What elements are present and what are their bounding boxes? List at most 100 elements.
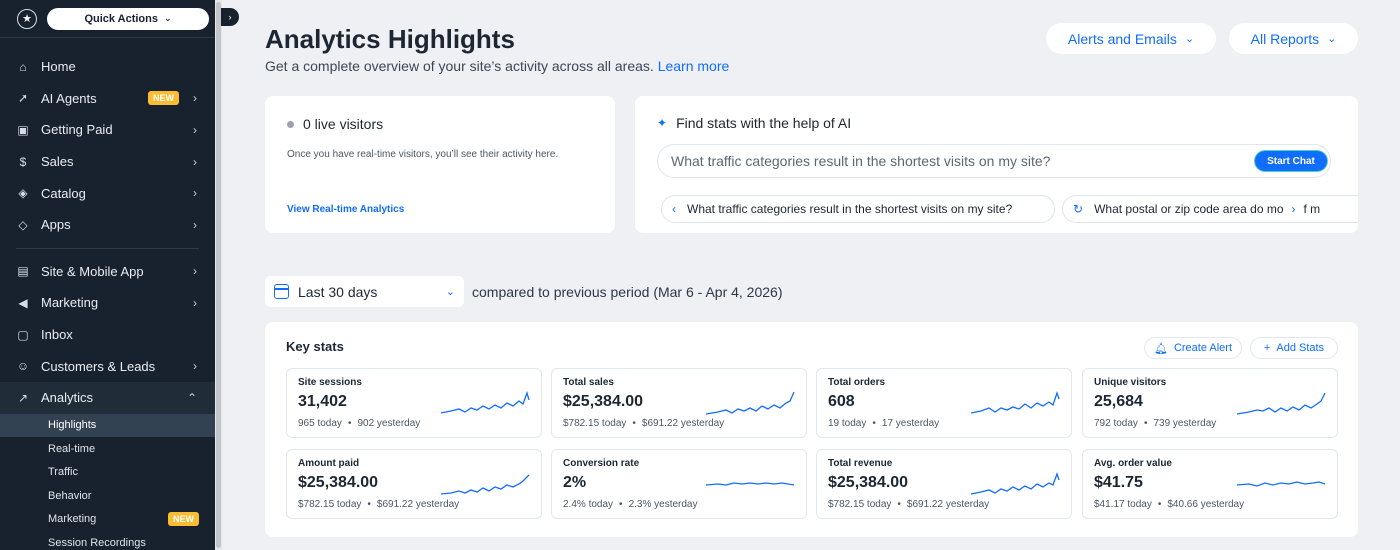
collapse-sidebar-button[interactable]: › <box>221 8 239 26</box>
sidebar: ★ Quick Actions ⌄ ⌂ Home ➚ AI Agents NEW… <box>0 0 215 550</box>
sidebar-item-inbox[interactable]: ▢ Inbox <box>0 319 215 351</box>
stat-tile[interactable]: Total revenue $25,384.00 $782.15 today • $69… <box>816 449 1072 519</box>
sidebar-item-label: Inbox <box>41 327 73 343</box>
sparkline-line <box>441 474 530 495</box>
new-badge: NEW <box>168 512 199 527</box>
sidebar-item-customers-leads[interactable]: ☺ Customers & Leads › <box>0 350 215 382</box>
sparkline-line <box>971 472 1060 495</box>
stat-tile[interactable]: Amount paid $25,384.00 $782.15 today • $691.… <box>286 449 542 519</box>
stat-value: 25,684 <box>1094 393 1143 410</box>
bullet-separator: • <box>632 418 636 429</box>
stat-value: $25,384.00 <box>828 474 909 491</box>
sidebar-scrollbar[interactable] <box>215 0 222 550</box>
new-badge: NEW <box>148 91 179 106</box>
sparkline-chart <box>971 472 1060 495</box>
star-icon[interactable]: ★ <box>17 8 37 29</box>
bullet-separator: • <box>367 499 371 510</box>
inbox-icon: ▢ <box>17 327 29 342</box>
date-range-select[interactable]: Last 30 days ⌄ <box>265 276 464 307</box>
wallet-icon: ▣ <box>17 122 29 137</box>
bullet-separator: • <box>897 499 901 510</box>
ai-suggestion-chip[interactable]: ↻ What postal or zip code area do mo › f… <box>1062 195 1358 223</box>
chevron-up-icon: ⌃ <box>186 390 197 405</box>
bell-icon: 🔔︎ <box>1153 342 1168 355</box>
ai-question-input[interactable]: What traffic categories result in the sh… <box>657 144 1331 178</box>
sidebar-item-label: Customers & Leads <box>41 358 156 374</box>
sparkline-chart <box>441 474 530 495</box>
sidebar-item-marketing[interactable]: ◀ Marketing › <box>0 287 215 319</box>
sidebar-subitem-session-recordings[interactable]: Session Recordings <box>0 531 215 550</box>
sidebar-item-label: Sales <box>41 154 74 170</box>
key-stats-card: Key stats 🔔︎ Create Alert + Add Stats Si… <box>265 322 1358 537</box>
sidebar-nav: ⌂ Home ➚ AI Agents NEW › ▣ Getting Paid … <box>0 38 215 414</box>
home-icon: ⌂ <box>19 59 27 74</box>
stat-today: 965 today <box>298 418 342 429</box>
sidebar-subitem-real-time[interactable]: Real-time <box>0 437 215 461</box>
sidebar-item-sales[interactable]: $ Sales › <box>0 146 215 178</box>
ai-suggestion-chip[interactable]: ‹ What traffic categories result in the … <box>661 195 1055 223</box>
view-realtime-link[interactable]: View Real-time Analytics <box>287 204 405 215</box>
key-stats-title: Key stats <box>286 339 344 354</box>
chevron-right-icon: › <box>193 264 197 279</box>
sparkline-chart <box>706 482 795 486</box>
subtitle-text: Get a complete overview of your site’s a… <box>265 58 654 74</box>
start-chat-button[interactable]: Start Chat <box>1255 151 1327 171</box>
ai-stats-card: ✦ Find stats with the help of AI What tr… <box>635 96 1358 233</box>
page-subtitle: Get a complete overview of your site’s a… <box>265 58 729 74</box>
sidebar-item-apps[interactable]: ◇ Apps › <box>0 209 215 241</box>
add-stats-button[interactable]: + Add Stats <box>1250 337 1338 359</box>
sidebar-subitem-label: Real-time <box>48 442 96 455</box>
sidebar-subitem-traffic[interactable]: Traffic <box>0 461 215 485</box>
stat-tile[interactable]: Conversion rate 2% 2.4% today • 2.3% yesterd… <box>551 449 807 519</box>
alerts-and-emails-label: Alerts and Emails <box>1067 30 1177 47</box>
sidebar-item-label: Site & Mobile App <box>41 263 144 279</box>
customers-icon: ☺ <box>16 359 30 374</box>
sidebar-subitem-behavior[interactable]: Behavior <box>0 484 215 508</box>
stat-yesterday: 739 yesterday <box>1153 418 1217 429</box>
create-alert-button[interactable]: 🔔︎ Create Alert <box>1144 337 1242 359</box>
stat-name: Unique visitors <box>1094 377 1167 388</box>
sidebar-item-catalog[interactable]: ◈ Catalog › <box>0 177 215 209</box>
stat-footer: $782.15 today • $691.22 yesterday <box>563 418 724 429</box>
sidebar-subitem-label: Highlights <box>48 419 97 432</box>
stat-name: Total sales <box>563 377 614 388</box>
sidebar-item-site-mobile-app[interactable]: ▤ Site & Mobile App › <box>0 256 215 288</box>
bullet-separator: • <box>1143 418 1148 429</box>
stat-tile[interactable]: Unique visitors 25,684 792 today • 739 yeste… <box>1082 368 1338 438</box>
sidebar-subitem-label: Behavior <box>48 489 92 502</box>
sidebar-item-getting-paid[interactable]: ▣ Getting Paid › <box>0 114 215 146</box>
status-dot-icon <box>287 120 294 128</box>
sparkline-chart <box>1237 481 1326 487</box>
chevron-left-icon[interactable]: ‹ <box>672 202 676 216</box>
sidebar-subitem-highlights[interactable]: Highlights <box>0 413 215 438</box>
stat-today: 2.4% today <box>563 499 614 510</box>
chevron-right-icon[interactable]: › <box>1291 202 1296 216</box>
sidebar-item-analytics[interactable]: ↗ Analytics ⌃ <box>0 381 215 414</box>
bullet-separator: • <box>872 418 876 429</box>
all-reports-button[interactable]: All Reports ⌄ <box>1229 23 1358 54</box>
sidebar-item-ai-agents[interactable]: ➚ AI Agents NEW › <box>0 83 215 115</box>
all-reports-label: All Reports <box>1250 30 1320 47</box>
stat-tile[interactable]: Site sessions 31,402 965 today • 902 yesterd… <box>286 368 542 438</box>
sidebar-subitem-marketing[interactable]: Marketing NEW <box>0 508 215 532</box>
sparkline-chart <box>706 391 795 415</box>
stat-name: Conversion rate <box>563 458 640 469</box>
stat-tile[interactable]: Avg. order value $41.75 $41.17 today • $40.6… <box>1082 449 1338 519</box>
alerts-and-emails-button[interactable]: Alerts and Emails ⌄ <box>1046 23 1216 54</box>
stat-value: 608 <box>828 393 855 410</box>
quick-actions-button[interactable]: Quick Actions ⌄ <box>47 7 209 30</box>
quick-actions-label: Quick Actions <box>84 12 158 25</box>
sidebar-item-label: AI Agents <box>41 90 97 106</box>
live-visitors-count: 0 live visitors <box>303 116 384 132</box>
scrollbar-thumb[interactable] <box>216 2 221 548</box>
stat-tile[interactable]: Total sales $25,384.00 $782.15 today • $691.… <box>551 368 807 438</box>
bullet-separator: • <box>347 418 352 429</box>
learn-more-link[interactable]: Learn more <box>657 58 730 74</box>
sidebar-item-home[interactable]: ⌂ Home <box>0 51 215 83</box>
plus-icon: + <box>1263 342 1271 354</box>
stat-footer: $782.15 today • $691.22 yesterday <box>298 499 459 510</box>
stat-tile[interactable]: Total orders 608 19 today • 17 yesterday <box>816 368 1072 438</box>
sparkline-line <box>971 390 1060 414</box>
sidebar-item-label: Apps <box>41 217 71 233</box>
bullet-separator: • <box>1157 499 1162 510</box>
